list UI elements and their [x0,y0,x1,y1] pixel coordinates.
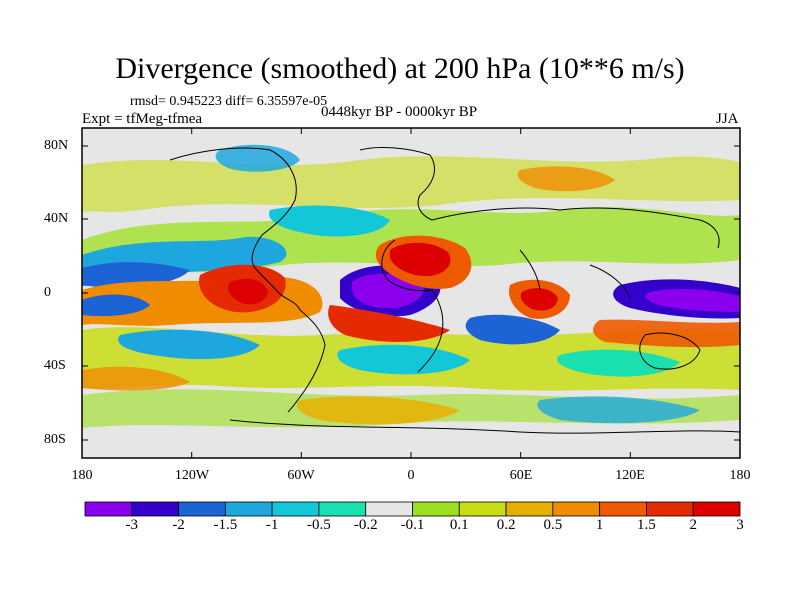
colorbar-swatch [412,501,460,517]
colorbar-label: -2 [172,517,185,533]
colorbar-swatch [318,501,367,517]
colorbar-swatch [224,501,273,517]
colorbar-swatch [131,501,179,517]
colorbar-swatch [692,501,741,517]
colorbar-label: 1 [595,517,604,533]
colorbar-label: 2 [689,517,697,533]
y-tick-0: 0 [44,285,51,300]
colorbar-swatch [365,501,413,517]
y-tick-80s: 80S [44,432,66,447]
x-tick-60e: 60E [509,468,533,483]
colorbar-label: -1 [265,517,279,533]
y-tick-40n: 40N [44,211,69,226]
colorbar-swatch [552,501,601,517]
colorbar-label: 3 [736,517,744,533]
coastlines [169,147,740,434]
colorbar-swatch [646,501,694,517]
colorbar-label: -0.1 [400,517,425,533]
colorbar-label: -0.5 [307,517,331,533]
colorbar-label: 0.1 [449,517,469,533]
colorbar-label: 0.2 [496,517,516,533]
x-tick-180e: 180 [729,468,751,483]
colorbar-swatch [458,501,507,517]
x-tick-120w: 120W [174,468,210,483]
experiment-label: Expt = tfMeg-tfmea [82,111,203,127]
y-tick-80n: 80N [44,138,69,153]
colorbar [84,501,741,517]
colorbar-label: 1.5 [637,517,656,533]
stats-text: rmsd= 0.945223 diff= 6.35597e-05 [130,94,328,109]
colorbar-swatch [271,501,320,517]
season-label: JJA [716,111,739,127]
plot-title: Divergence (smoothed) at 200 hPa (10**6 … [115,52,685,85]
colorbar-label: -0.2 [353,517,378,533]
colorbar-swatch [599,501,647,517]
colorbar-swatch [84,501,133,517]
axis-ticks [81,128,741,458]
colorbar-label: -3 [125,517,139,533]
colorbar-label: 0.5 [543,517,563,533]
x-tick-60w: 60W [287,468,315,483]
x-tick-180w: 180 [71,468,93,483]
x-tick-0: 0 [407,468,415,483]
x-tick-120e: 120E [615,468,645,483]
colorbar-swatch [178,501,226,517]
y-tick-40s: 40S [44,358,66,373]
period-label: 0448kyr BP - 0000kyr BP [321,104,478,120]
anomaly-field [82,128,740,458]
colorbar-swatch [505,501,554,517]
colorbar-label: -1.5 [213,517,238,533]
